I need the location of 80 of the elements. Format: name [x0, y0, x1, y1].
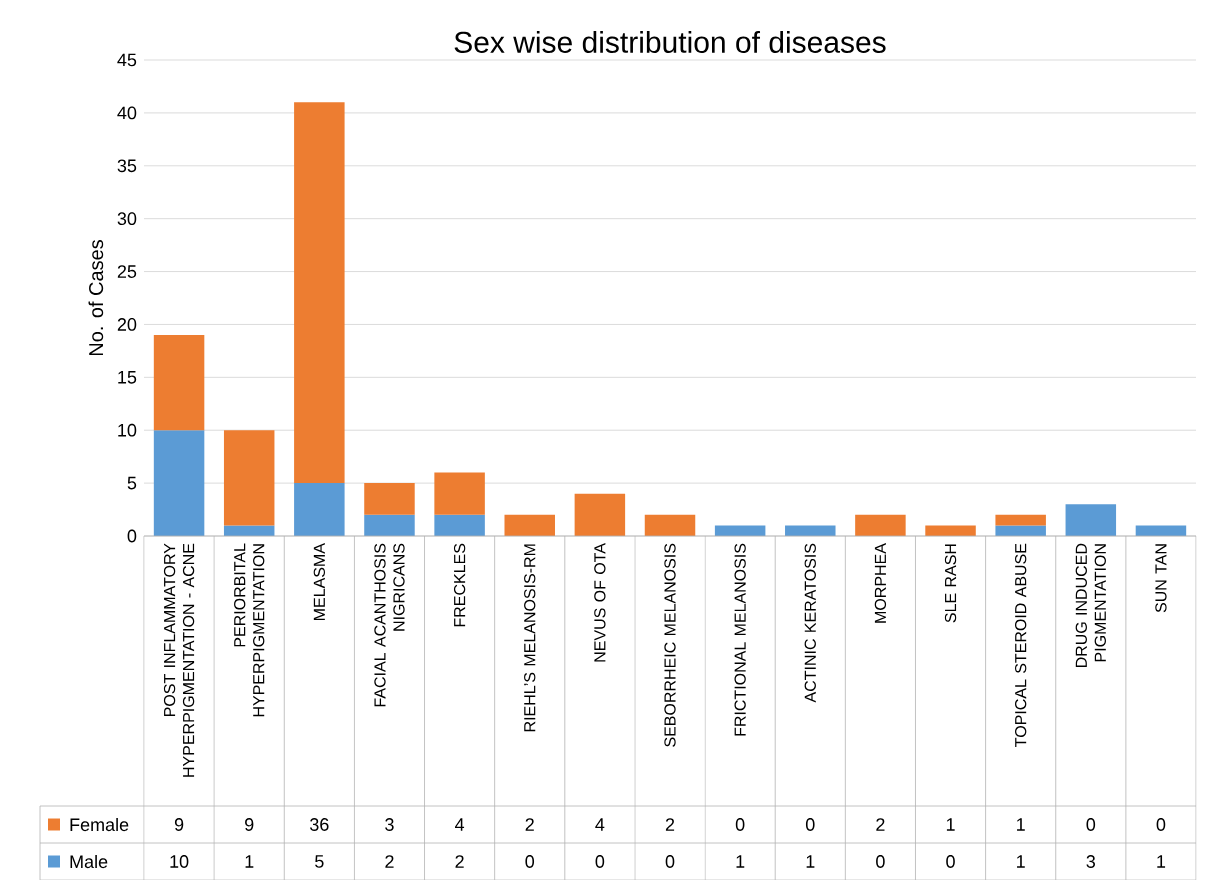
y-tick-label: 25	[117, 265, 137, 278]
y-tick-label: 15	[118, 371, 137, 384]
data-label: 5	[315, 855, 324, 868]
y-tick-label: 35	[117, 159, 137, 173]
x-tick-label: TOPICAL STEROID ABUSE	[1015, 543, 1027, 747]
x-tick-label: FRICTIONAL MELANOSIS	[734, 543, 746, 736]
x-tick-label: SLE RASH	[944, 544, 957, 623]
x-tick-label: RIEHL’S MELANOSIS-RM	[524, 544, 536, 732]
bar	[294, 102, 345, 484]
legend-label: Male	[70, 854, 108, 869]
bar	[995, 525, 1046, 537]
bar	[434, 472, 485, 515]
data-label: 2	[876, 818, 885, 831]
y-tick-label: 30	[117, 212, 137, 226]
x-tick-label: MORPHEA	[874, 543, 887, 623]
data-label: 1	[1017, 818, 1025, 831]
y-tick-label: 0	[127, 529, 137, 543]
data-label: 4	[595, 818, 605, 831]
data-label: 10	[170, 855, 189, 868]
data-label: 1	[946, 818, 955, 831]
y-tick-label: 45	[117, 53, 137, 67]
x-tick-label: NEVUS OF OTA	[594, 543, 606, 662]
data-label: 2	[525, 818, 534, 831]
bar	[364, 514, 415, 537]
bar	[785, 525, 836, 537]
bar	[714, 525, 766, 537]
data-label: 1	[1017, 855, 1025, 868]
data-label: 4	[455, 818, 465, 831]
y-tick-label: 5	[127, 476, 137, 490]
data-label: 0	[735, 818, 745, 831]
bar	[294, 483, 345, 537]
chart-title: Sex wise distribution of diseases	[454, 30, 886, 53]
data-label: 2	[385, 855, 394, 868]
y-tick-label: 10	[118, 423, 137, 437]
data-label: 1	[245, 855, 254, 868]
bar	[434, 514, 485, 537]
bar	[223, 525, 275, 537]
data-label: 0	[946, 855, 955, 868]
bar	[1135, 525, 1187, 537]
data-label: 9	[245, 818, 254, 831]
x-tick-label: SUN TAN	[1155, 544, 1167, 613]
bar	[855, 514, 906, 537]
data-label: 36	[310, 818, 329, 831]
bar	[153, 335, 205, 431]
data-label: 3	[385, 818, 394, 831]
bar	[925, 525, 976, 537]
data-label: 9	[174, 818, 184, 831]
data-label: 1	[736, 855, 745, 868]
y-tick-label: 20	[117, 318, 137, 331]
bar	[364, 483, 415, 515]
bar	[574, 493, 626, 537]
x-tick-label: MELASMA	[313, 543, 326, 620]
x-tick-label: PERIORBITAL HYPERPIGMENTATION	[234, 543, 265, 717]
data-label: 0	[595, 855, 605, 868]
data-label: 0	[525, 855, 535, 868]
bar	[153, 430, 205, 537]
data-label: 3	[1086, 855, 1096, 868]
data-label: 0	[1086, 818, 1096, 831]
data-label: 1	[806, 855, 815, 868]
x-tick-label: DRUG INDUCED PIGMENTATION	[1075, 543, 1106, 668]
data-label: 0	[805, 818, 815, 831]
data-label: 2	[455, 855, 464, 868]
x-tick-label: SEBORRHEIC MELANOSIS	[664, 543, 676, 747]
data-label: 0	[665, 855, 675, 868]
legend-label: Female	[70, 817, 129, 832]
y-axis-title: No. of Cases	[88, 240, 104, 356]
bar	[644, 514, 696, 537]
x-tick-label: FRECKLES	[453, 543, 466, 627]
x-tick-label: POST INFLAMMATORY HYPERPIGMENTATION - ACNE	[163, 543, 195, 777]
bar	[995, 514, 1046, 526]
data-label: 2	[665, 818, 675, 831]
x-tick-label: FACIAL ACANTHOSIS NIGRICANS	[374, 543, 405, 707]
x-tick-label: ACTINIC KERATOSIS	[804, 543, 816, 703]
data-label: 0	[876, 855, 885, 868]
bar	[504, 514, 555, 537]
y-tick-label: 40	[117, 106, 137, 120]
bar	[223, 430, 275, 526]
bar	[1065, 504, 1117, 537]
data-label: 0	[1156, 818, 1166, 831]
data-label: 1	[1157, 855, 1166, 868]
